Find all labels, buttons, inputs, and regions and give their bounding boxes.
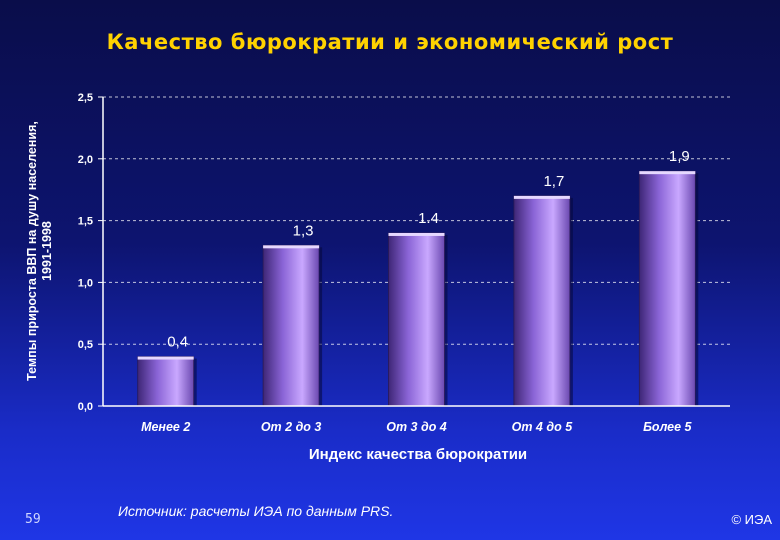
- bars: [137, 170, 699, 407]
- copyright: © ИЭА: [731, 512, 772, 527]
- chart-title: Качество бюрократии и экономический рост: [106, 30, 674, 54]
- y-tick-label: 0,0: [78, 401, 93, 413]
- y-tick-label: 2,5: [78, 92, 93, 104]
- data-labels: 0,4 1,3 1.4 1,7 1,9: [167, 148, 689, 350]
- x-axis-label: Индекс качества бюрократии: [309, 446, 527, 463]
- bar-top: [388, 232, 445, 236]
- data-label: 1,7: [543, 173, 564, 190]
- bar-top: [263, 245, 320, 249]
- bar-top: [513, 195, 570, 199]
- page-number: 59: [25, 512, 41, 527]
- y-tick-label: 1,0: [78, 277, 93, 289]
- y-tick-label: 1,5: [78, 216, 93, 228]
- bar: [262, 244, 320, 407]
- x-tick-label: Более 5: [643, 420, 692, 434]
- bar: [137, 356, 195, 407]
- y-tick-label: 0,5: [78, 339, 93, 351]
- bar: [388, 232, 445, 407]
- data-label: 1,3: [293, 222, 314, 239]
- x-tick-labels: Менее 2 От 2 до 3 От 3 до 4 От 4 до 5 Более …: [141, 420, 692, 434]
- data-label: 1,9: [669, 148, 690, 165]
- data-label: 1.4: [418, 210, 439, 227]
- data-label: 0,4: [167, 334, 188, 351]
- bar: [513, 195, 571, 407]
- bar-top: [137, 356, 194, 360]
- bar: [638, 170, 696, 407]
- bar-top: [639, 171, 696, 175]
- x-tick-label: Менее 2: [141, 420, 190, 434]
- source-note: Источник: расчеты ИЭА по данным PRS.: [118, 503, 394, 519]
- x-tick-label: От 4 до 5: [512, 420, 574, 434]
- x-tick-label: От 3 до 4: [386, 420, 447, 434]
- y-tick-labels: 0,0 0,5 1,0 1,5 2,0 2,5: [78, 92, 93, 413]
- x-tick-label: От 2 до 3: [261, 420, 322, 434]
- axes: [102, 97, 730, 407]
- y-tick-label: 2,0: [78, 154, 93, 166]
